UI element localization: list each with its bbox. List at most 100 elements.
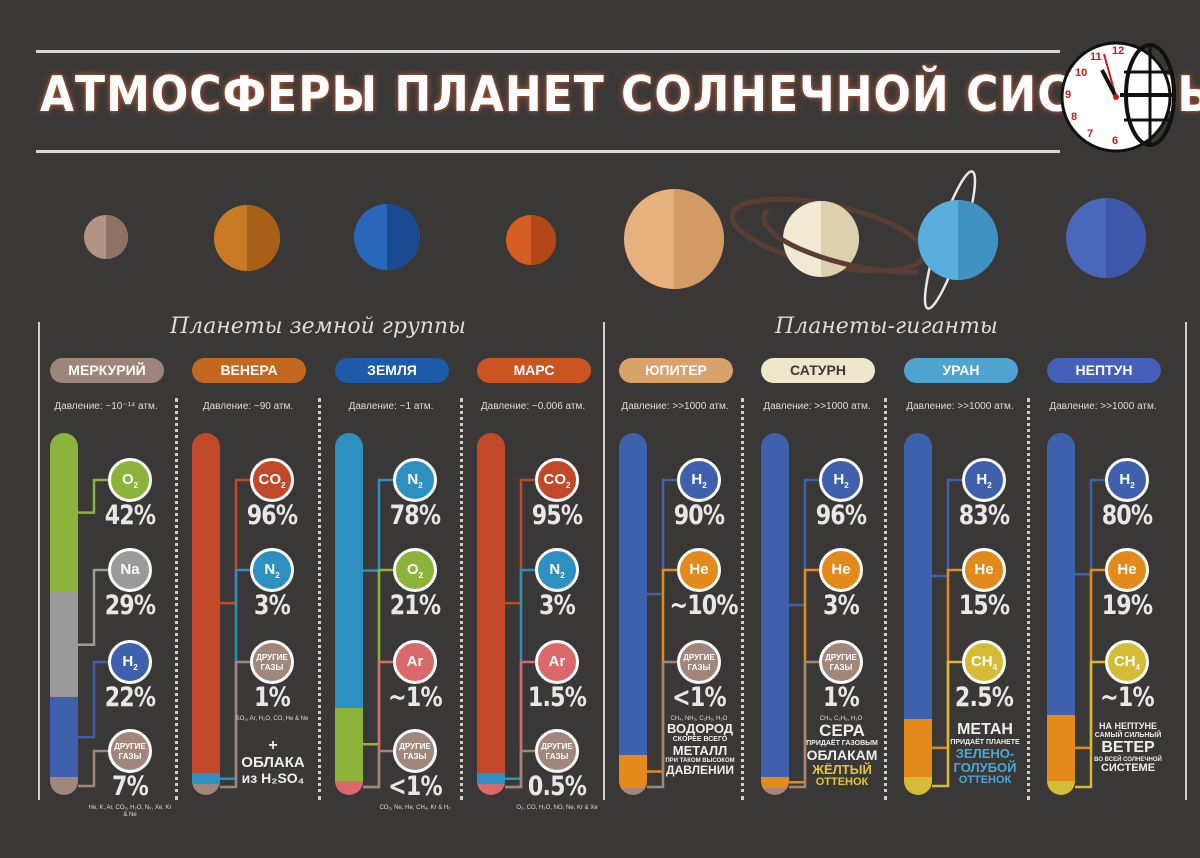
other-gases-note: O₂, CO, H₂O, NO, Ne, Kr & Xe [516,805,598,811]
connector-line [647,478,677,596]
tube-segment [192,773,220,786]
tube-segment [904,718,932,779]
connector-line [220,478,250,605]
planet-description-line: ОБЛАКА [241,754,305,771]
planet-column: МЕРКУРИЙ Давление: ~10⁻¹⁴ атм. O2 42% Na 29% H… [48,0,188,858]
planet-name-pill: МАРС [477,358,591,383]
planet-description-line: ЗЕЛЕНО- [955,746,1015,761]
connector-line [505,478,535,605]
pressure-label: Давление: ~10⁻¹⁴ атм. [54,401,158,412]
logo-num-7: 7 [1087,128,1093,140]
bottom-rule [36,150,1060,153]
pressure-label: Давление: ~1 атм. [348,401,434,412]
connector-line [1075,478,1105,576]
connector-line [78,478,108,514]
gas-circle: He [677,548,721,592]
gas-formula: Ar [548,653,566,670]
gas-percentage: 1.5% [527,682,587,713]
pressure-label: Давление: >>1000 атм. [621,401,729,412]
composition-tube [1047,433,1075,795]
planet-description-line: ОТТЕНОК [815,776,869,788]
gas-percentage: 7% [112,771,149,802]
composition-tube [335,433,363,795]
gas-percentage: 19% [1101,590,1153,621]
gas-circle: H2 [962,458,1006,502]
divider-dots [741,398,744,800]
venus-planet-icon [214,205,280,271]
pressure-label: Давление: ~90 атм. [202,401,294,412]
gas-circle: ДРУГИЕ ГАЗЫ [677,640,721,684]
gas-formula: He [1117,561,1137,578]
gas-circle: He [819,548,863,592]
gas-formula: H [691,471,703,488]
gas-percentage: 90% [673,500,725,531]
gas-subscript: 2 [566,481,571,490]
tube-segment [761,433,789,779]
gas-subscript: 4 [992,663,998,672]
tube-segment [477,433,505,776]
gas-circle: CO2 [250,458,294,502]
connector-line [647,660,677,789]
planet-column: САТУРН Давление: >>1000 атм. H2 96% He 3% ДРУГ… [759,0,899,858]
gas-formula: ДРУГИЕ ГАЗЫ [114,742,146,761]
tube-segment [50,592,78,700]
tube-segment [619,433,647,757]
tube-segment [50,776,78,795]
composition-tube [192,433,220,795]
gas-formula: He [831,561,851,578]
gas-circle: Ar [393,640,437,684]
gas-circle: H2 [677,458,721,502]
planet-description-line: ВОДОРОД [666,721,734,736]
connector-line [363,568,393,746]
gas-circle: N2 [393,458,437,502]
planet-name-pill: САТУРН [761,358,875,383]
planet-description-line: СИСТЕМЕ [1100,762,1156,774]
tube-segment [192,433,220,776]
planet-column: МАРС Давление: ~0.006 атм. CO2 95% N2 3% Ar 1.5… [475,0,615,858]
connector-line [78,660,108,739]
other-gases-note: CH₄, C₂H₆, H₂O [819,716,863,722]
gas-formula: N [549,561,561,578]
gas-subscript: 2 [275,571,280,580]
neptune-planet-icon [1066,198,1146,278]
gas-connectors [220,478,250,789]
planet-description-line: СКОРЕЕ ВСЕГО [672,736,728,743]
logo-num-11: 11 [1090,51,1102,63]
planet-name-pill: МЕРКУРИЙ [50,358,164,383]
gas-circle: CH4 [962,640,1006,684]
mercury-planet-icon [84,215,128,259]
gas-formula: H [122,653,134,670]
tube-segment [335,780,363,795]
gas-percentage: 96% [246,500,298,531]
earth-planet-icon [354,204,420,270]
gas-circle: Ar [535,640,579,684]
gas-formula: ДРУГИЕ ГАЗЫ [399,742,431,761]
gas-formula: He [974,561,994,578]
logo-num-6: 6 [1112,135,1118,147]
gas-formula: H [976,471,988,488]
gas-circle: H2 [1105,458,1149,502]
tube-segment [50,433,78,595]
connector-line [363,749,393,789]
planet-description-line: МЕТАН [957,721,1013,738]
connector-line [789,660,819,789]
tube-segment [192,784,220,795]
gas-circle: ДРУГИЕ ГАЗЫ [393,729,437,773]
page-title: АТМОСФЕРЫ ПЛАНЕТ СОЛНЕЧНОЙ СИСТЕМЫ [40,66,1200,124]
mars-planet-icon [506,215,556,265]
gas-formula: CH [1113,653,1136,670]
tube-segment [904,433,932,721]
gas-percentage: 15% [958,590,1010,621]
divider-dots [884,398,887,800]
gas-subscript: 4 [1135,663,1141,672]
gas-formula: Na [120,561,140,578]
composition-tube [904,433,932,795]
gas-percentage: 83% [958,500,1010,531]
other-gases-note: He, K, Ar, CO₂, H₂O, N₂, Xe, Kr & Ne [88,805,172,818]
composition-tube [50,433,78,795]
gas-connectors [789,478,819,789]
gas-subscript: 2 [418,571,424,580]
gas-circle: ДРУГИЕ ГАЗЫ [108,729,152,773]
giants-group-label: Планеты-гиганты [775,314,998,339]
gas-percentage: 1% [254,682,291,713]
